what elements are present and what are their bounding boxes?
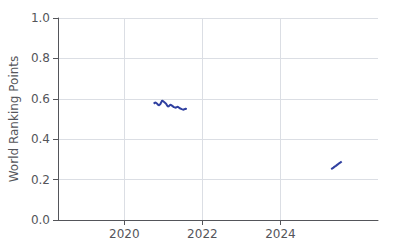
svg-text:0.8: 0.8 — [31, 51, 50, 65]
svg-text:2022: 2022 — [187, 227, 218, 241]
svg-text:2024: 2024 — [265, 227, 296, 241]
svg-text:0.6: 0.6 — [31, 92, 50, 106]
svg-text:0.0: 0.0 — [31, 213, 50, 227]
svg-text:0.4: 0.4 — [31, 132, 50, 146]
svg-text:1.0: 1.0 — [31, 11, 50, 25]
svg-text:2020: 2020 — [109, 227, 140, 241]
svg-text:0.2: 0.2 — [31, 173, 50, 187]
svg-text:World Ranking Points: World Ranking Points — [7, 56, 21, 183]
